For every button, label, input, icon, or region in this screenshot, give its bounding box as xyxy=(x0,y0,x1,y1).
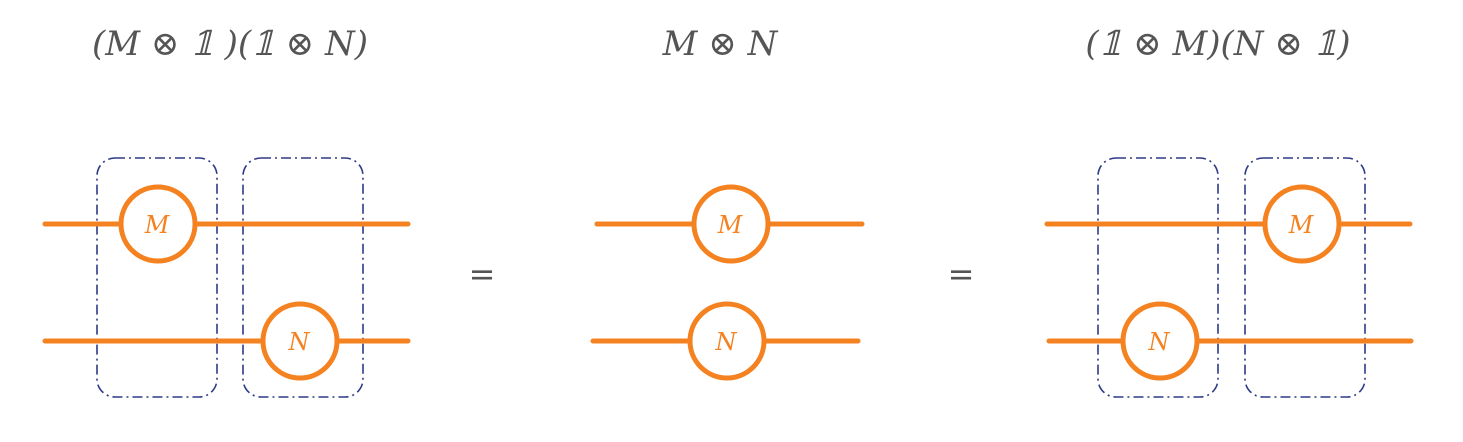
dashed-box-left-2 xyxy=(242,157,364,398)
gate-n-left xyxy=(260,301,340,381)
dashed-box-right-2 xyxy=(1244,157,1366,398)
gate-m-center-label: M xyxy=(717,211,744,239)
dashed-box-left-1 xyxy=(96,157,218,398)
gate-m-right-label: M xyxy=(1288,211,1315,239)
equals-sign-left: = xyxy=(469,255,496,293)
gate-m-center xyxy=(691,184,771,264)
gate-n-center-label: N xyxy=(715,328,738,356)
gate-m-right xyxy=(1262,184,1342,264)
formula-center: M ⊗ N xyxy=(662,24,778,64)
formula-right: (𝟙 ⊗ M)(N ⊗ 𝟙) xyxy=(1085,24,1351,64)
gate-n-right xyxy=(1120,301,1200,381)
gate-n-left-label: N xyxy=(288,328,311,356)
formula-left: (M ⊗ 𝟙 )(𝟙 ⊗ N) xyxy=(92,24,368,64)
equals-sign-right: = xyxy=(948,255,975,293)
gate-m-left xyxy=(118,184,198,264)
gate-n-center xyxy=(687,301,767,381)
gate-n-right-label: N xyxy=(1148,328,1171,356)
gate-m-left-label: M xyxy=(144,211,171,239)
dashed-box-right-1 xyxy=(1097,157,1219,398)
